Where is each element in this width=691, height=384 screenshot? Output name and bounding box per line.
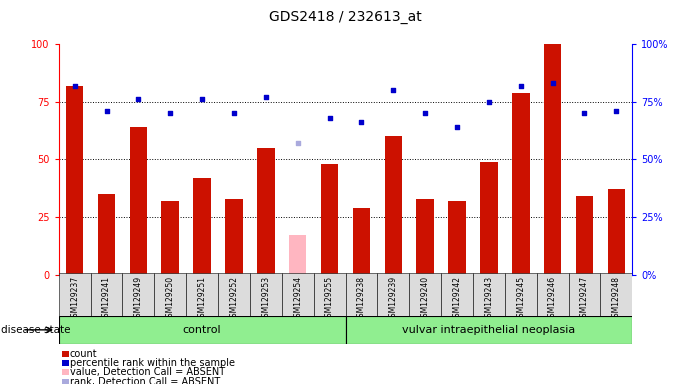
Bar — [186, 273, 218, 317]
Point — [579, 110, 590, 116]
Text: GSM129253: GSM129253 — [261, 276, 270, 322]
Text: GSM129240: GSM129240 — [421, 276, 430, 322]
Bar — [321, 164, 339, 275]
Point — [292, 140, 303, 146]
Bar — [569, 273, 600, 317]
Bar — [314, 273, 346, 317]
Bar — [352, 208, 370, 275]
Bar — [289, 235, 307, 275]
Bar — [59, 273, 91, 317]
Bar — [417, 199, 434, 275]
Bar — [377, 273, 409, 317]
Point — [133, 96, 144, 103]
Point — [547, 80, 558, 86]
Bar — [544, 44, 561, 275]
Bar — [282, 273, 314, 317]
Point — [261, 94, 272, 100]
Bar — [448, 201, 466, 275]
Text: GSM129239: GSM129239 — [389, 276, 398, 322]
Text: GSM129255: GSM129255 — [325, 276, 334, 322]
Bar — [600, 273, 632, 317]
Bar — [59, 316, 346, 344]
Text: GSM129245: GSM129245 — [516, 276, 525, 322]
Bar — [512, 93, 529, 275]
Text: GDS2418 / 232613_at: GDS2418 / 232613_at — [269, 10, 422, 23]
Text: GSM129252: GSM129252 — [229, 276, 238, 322]
Point — [356, 119, 367, 126]
Point — [419, 110, 430, 116]
Bar — [384, 136, 402, 275]
Text: GSM129241: GSM129241 — [102, 276, 111, 322]
Point — [229, 110, 240, 116]
Point — [69, 83, 80, 89]
Bar — [505, 273, 537, 317]
Bar — [257, 148, 274, 275]
Bar — [576, 196, 594, 275]
Text: rank, Detection Call = ABSENT: rank, Detection Call = ABSENT — [70, 377, 220, 384]
Bar — [250, 273, 282, 317]
Text: GSM129242: GSM129242 — [453, 276, 462, 322]
Text: GSM129237: GSM129237 — [70, 276, 79, 322]
Text: GSM129246: GSM129246 — [548, 276, 557, 322]
Bar — [193, 178, 211, 275]
Bar — [409, 273, 441, 317]
Bar — [346, 316, 632, 344]
Point — [451, 124, 462, 130]
Text: GSM129254: GSM129254 — [293, 276, 302, 322]
Point — [388, 87, 399, 93]
Bar — [480, 162, 498, 275]
Text: control: control — [183, 325, 221, 335]
Bar — [346, 273, 377, 317]
Text: percentile rank within the sample: percentile rank within the sample — [70, 358, 235, 368]
Bar — [607, 189, 625, 275]
Bar — [441, 273, 473, 317]
Bar — [97, 194, 115, 275]
Text: count: count — [70, 349, 97, 359]
Point — [515, 83, 527, 89]
Point — [324, 115, 335, 121]
Text: GSM129249: GSM129249 — [134, 276, 143, 322]
Text: GSM129247: GSM129247 — [580, 276, 589, 322]
Bar — [225, 199, 243, 275]
Point — [483, 99, 494, 105]
Bar — [154, 273, 186, 317]
Bar — [91, 273, 122, 317]
Bar — [66, 86, 84, 275]
Text: GSM129238: GSM129238 — [357, 276, 366, 322]
Text: GSM129251: GSM129251 — [198, 276, 207, 322]
Point — [196, 96, 207, 103]
Bar — [122, 273, 154, 317]
Text: GSM129243: GSM129243 — [484, 276, 493, 322]
Bar — [130, 127, 147, 275]
Text: disease state: disease state — [1, 325, 70, 335]
Point — [101, 108, 112, 114]
Point — [611, 108, 622, 114]
Text: vulvar intraepithelial neoplasia: vulvar intraepithelial neoplasia — [402, 325, 576, 335]
Text: GSM129250: GSM129250 — [166, 276, 175, 322]
Bar — [537, 273, 569, 317]
Bar — [218, 273, 250, 317]
Text: GSM129248: GSM129248 — [612, 276, 621, 322]
Text: value, Detection Call = ABSENT: value, Detection Call = ABSENT — [70, 367, 225, 377]
Point — [164, 110, 176, 116]
Bar — [162, 201, 179, 275]
Bar — [473, 273, 505, 317]
